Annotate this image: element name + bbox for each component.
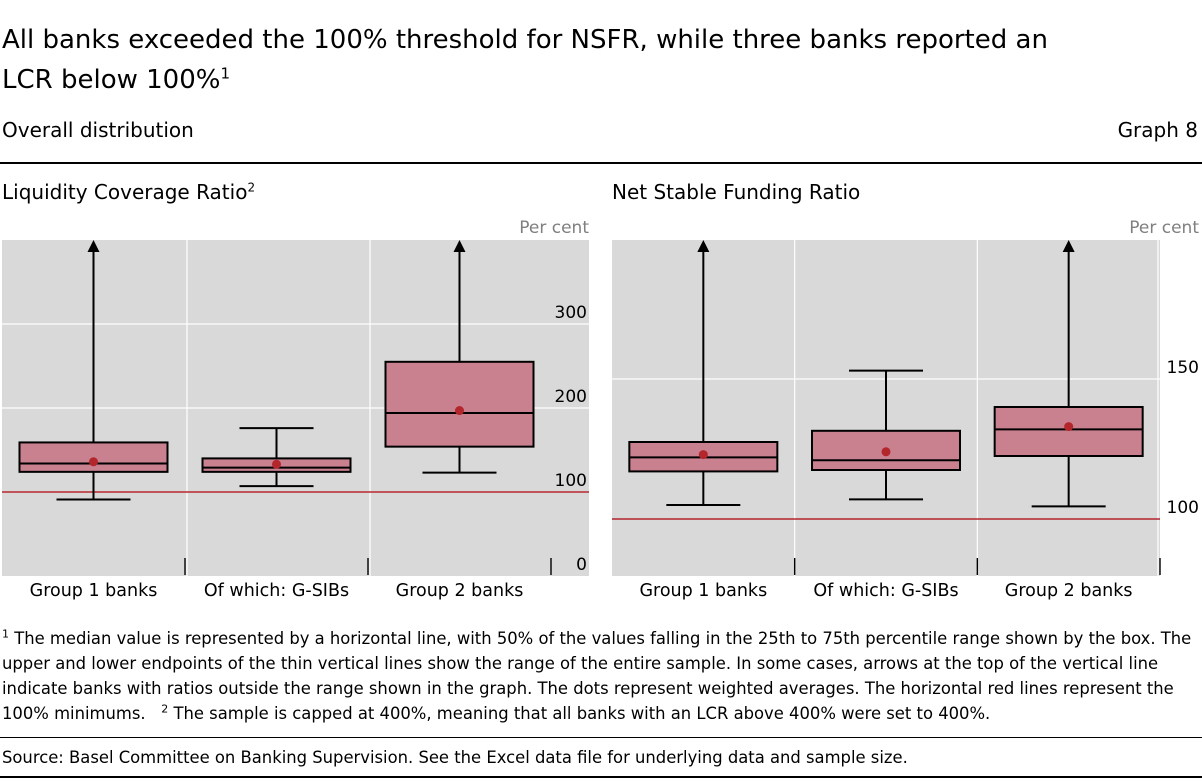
lcr-outlier-arrow (87, 240, 100, 252)
lcr-panel-title-text: Liquidity Coverage Ratio (2, 180, 248, 204)
title-footnote-marker: 1 (220, 64, 231, 83)
header-rule (0, 162, 1202, 164)
chart-title-text: All banks exceeded the 100% threshold fo… (2, 25, 1048, 95)
nsfr-category-label: Of which: G-SIBs (813, 581, 958, 601)
footnote-2-marker: 2 (161, 702, 169, 716)
nsfr-weighted-average-dot (881, 447, 891, 457)
footnote-2-text: The sample is capped at 400%, meaning th… (173, 704, 991, 723)
nsfr-ytick-label: 150 (1167, 358, 1199, 378)
nsfr-weighted-average-dot (1064, 422, 1074, 432)
footnotes: 1 The median value is represented by a h… (2, 626, 1200, 726)
nsfr-panel-title: Net Stable Funding Ratio (612, 180, 861, 204)
charts-canvas: Per cent 0 100 200 300 Group 1 banks Of which:… (2, 218, 1199, 601)
lcr-category-label: Group 2 banks (396, 581, 524, 601)
nsfr-category-label: Group 2 banks (1005, 581, 1133, 601)
lcr-ytick-label: 100 (555, 471, 587, 491)
nsfr-category-label: Group 1 banks (639, 581, 767, 601)
nsfr-box (993, 406, 1144, 457)
nsfr-ytick-label: 100 (1167, 498, 1199, 518)
lcr-category-label: Group 1 banks (30, 581, 158, 601)
bottom-rule (0, 776, 1202, 778)
lcr-box (384, 360, 535, 448)
subtitle: Overall distribution (2, 118, 194, 142)
lcr-title-footnote: 2 (247, 180, 256, 195)
lcr-category-label: Of which: G-SIBs (204, 581, 349, 601)
lcr-weighted-average-dot (89, 457, 98, 467)
lcr-panel-title: Liquidity Coverage Ratio2 (2, 180, 255, 204)
lcr-unit-label: Per cent (519, 218, 589, 238)
lcr-weighted-average-dot (272, 459, 281, 469)
footnote-1-marker: 1 (2, 627, 9, 641)
subtitle-row: Overall distribution Graph 8 (2, 118, 1198, 148)
lcr-ytick-label: 200 (555, 387, 587, 407)
lcr-ytick-label: 0 (576, 555, 587, 575)
nsfr-weighted-average-dot (698, 450, 708, 460)
source-rule (0, 737, 1202, 738)
lcr-ytick-label: 300 (555, 303, 587, 323)
nsfr-outlier-arrow (1062, 240, 1075, 252)
footnote-1-text: The median value is represented by a hor… (2, 629, 1192, 723)
lcr-weighted-average-dot (455, 406, 464, 416)
graph-number: Graph 8 (1117, 118, 1198, 142)
nsfr-chart: Per cent 100 150 Group 1 banks Of which: G-S… (612, 218, 1199, 601)
lcr-box (18, 441, 169, 473)
chart-title: All banks exceeded the 100% threshold fo… (2, 20, 1102, 100)
nsfr-unit-label: Per cent (1129, 218, 1199, 238)
source-note: Source: Basel Committee on Banking Super… (2, 748, 908, 767)
nsfr-outlier-arrow (697, 240, 710, 252)
lcr-outlier-arrow (453, 240, 466, 252)
lcr-chart: Per cent 0 100 200 300 Group 1 banks Of which:… (2, 218, 589, 601)
